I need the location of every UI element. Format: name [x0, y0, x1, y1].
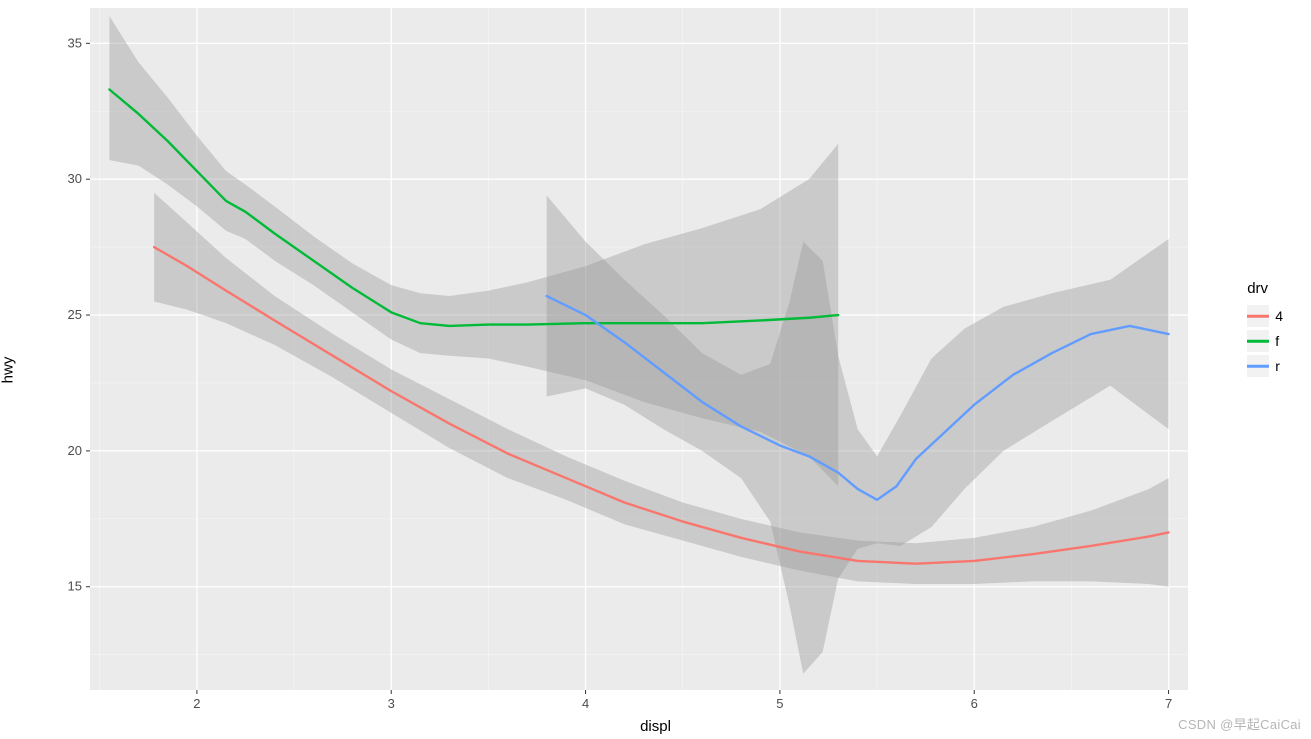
legend-label-f: f	[1275, 333, 1279, 349]
legend-line-4	[1247, 315, 1269, 318]
legend-swatch-f	[1247, 330, 1269, 352]
svg-text:35: 35	[68, 35, 82, 50]
legend-label-r: r	[1275, 358, 1280, 374]
legend-line-f	[1247, 340, 1269, 343]
svg-text:25: 25	[68, 307, 82, 322]
svg-text:30: 30	[68, 171, 82, 186]
legend-line-r	[1247, 365, 1269, 368]
svg-text:15: 15	[68, 579, 82, 594]
legend-item-f: f	[1247, 330, 1283, 352]
svg-text:2: 2	[193, 696, 200, 711]
svg-text:20: 20	[68, 443, 82, 458]
svg-text:4: 4	[582, 696, 589, 711]
legend-swatch-r	[1247, 355, 1269, 377]
watermark: CSDN @早起CaiCai	[1178, 714, 1301, 733]
chart-container: hwy displ 2345671520253035 drv 4 f r CSD…	[0, 0, 1311, 739]
legend-swatch-4	[1247, 305, 1269, 327]
svg-text:5: 5	[776, 696, 783, 711]
svg-text:6: 6	[971, 696, 978, 711]
legend: drv 4 f r	[1247, 280, 1283, 380]
legend-item-4: 4	[1247, 305, 1283, 327]
plot-area: 2 3 4 5 6 7 15 20 25 30 35	[0, 0, 1311, 739]
legend-title: drv	[1247, 280, 1283, 297]
svg-text:3: 3	[388, 696, 395, 711]
legend-label-4: 4	[1275, 308, 1283, 324]
legend-item-r: r	[1247, 355, 1283, 377]
svg-text:7: 7	[1165, 696, 1172, 711]
